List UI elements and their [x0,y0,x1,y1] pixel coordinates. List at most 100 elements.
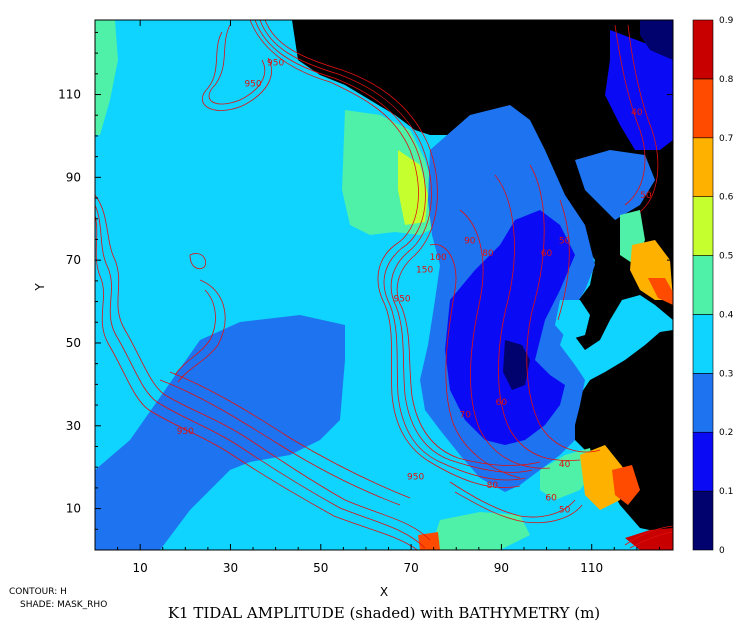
x-tick-label: 110 [580,561,603,575]
colorbar-swatch [692,431,714,492]
x-tick-label: 30 [223,561,238,575]
contour-label: 950 [393,295,410,305]
colorbar-swatch [692,373,714,433]
contour-label: 60 [545,493,557,503]
contour-line [249,20,521,488]
contour-line [189,253,207,270]
bathymetry-contours [95,20,673,550]
contour-line [624,525,673,546]
contour-line [169,371,411,499]
contour-line [174,289,216,376]
band-0-6-to-0-7-south [580,445,625,510]
x-axis: 10 30 50 70 90 110 [117,20,660,575]
shade-note: SHADE: MASK_RHO [20,600,107,610]
land-mass-southeast [572,330,673,535]
contour-line [494,174,581,461]
contour-line [429,243,521,479]
colorbar-swatch [692,78,714,139]
contour-line [454,491,583,524]
contour-line [264,20,541,466]
y-tick-label: 10 [66,502,81,516]
contour-label: 950 [244,79,261,89]
colorbar-tick-label: 0.3 [719,369,733,379]
band-0-3-to-0-4-east [555,300,590,340]
chart-title: K1 TIDAL AMPLITUDE (shaded) with BATHYME… [168,604,600,622]
contour-label: 60 [496,398,508,408]
contour-line [627,24,659,213]
contour-label: 90 [464,237,476,247]
contour-label: 50 [640,191,652,201]
contour-label: 60 [541,249,553,259]
x-tick-label: 70 [403,561,418,575]
x-axis-label: X [380,585,388,599]
contour-label: 950 [407,473,424,483]
contour-line [201,31,272,111]
contour-label: 950 [177,427,194,437]
band-0-1-to-0-2-shelf [445,210,575,445]
x-tick-label: 10 [133,561,148,575]
contour-line [159,379,401,506]
contour-label: 150 [416,266,433,276]
contour-line [95,214,418,550]
colorbar-tick-label: 0.2 [719,428,733,438]
contour-label: 100 [430,253,447,263]
contour-label: 70 [460,411,472,421]
colorbar-swatch [692,255,714,315]
contour-line [177,279,226,383]
contour-label: 80 [482,249,494,259]
contour-note: CONTOUR: H [9,587,67,597]
colorbar: 0 0.1 0.2 0.3 0.4 0.5 0.6 0.7 0.8 0.9 [692,16,734,556]
y-axis: 10 30 50 70 90 110 [58,31,673,530]
contour-label: 40 [559,460,571,470]
band-0-2-to-0-3-east [575,150,655,220]
colorbar-swatch [692,490,714,551]
y-tick-label: 50 [66,336,81,350]
contour-line [95,204,426,549]
colorbar-tick-label: 0.9 [719,16,734,26]
contour-line [259,20,533,473]
plot-frame [94,19,674,551]
colorbar-tick-label: 0.1 [719,487,733,497]
band-0-7-to-0-8-south [612,465,640,505]
y-tick-label: 90 [66,170,81,184]
x-tick-label: 90 [494,561,509,575]
contour-label: 950 [267,59,284,69]
band-0-0-to-0-1-northeast [640,20,673,60]
contour-line [254,20,526,481]
colorbar-tick-label: 0.5 [719,252,733,262]
band-0-7-to-0-8-east [648,278,673,305]
contour-line [614,24,646,206]
band-0-2-to-0-3-southwest [95,315,345,550]
contour-label: 50 [559,237,571,247]
colorbar-swatch [692,314,714,374]
band-0-0-to-0-1-pocket [503,340,530,390]
y-tick-label: 70 [66,253,81,267]
contour-line [208,24,266,105]
contour-label: 80 [487,481,499,491]
contour-line [526,164,601,453]
contour-label: 40 [631,108,643,118]
contour-line [459,209,551,469]
contour-line [629,531,673,549]
land-mass-north [292,20,673,350]
contour-line [449,481,576,518]
colorbar-swatch [692,196,714,256]
band-0-3-to-0-4-west [95,20,118,135]
colorbar-swatch [692,137,714,197]
x-tick-label: 50 [313,561,328,575]
colorbar-tick-label: 0.6 [719,193,734,203]
contour-line [95,194,431,541]
band-0-7-to-0-8-southwest [418,532,440,550]
colorbar-tick-label: 0.4 [719,310,734,320]
contour-label: 50 [559,506,571,516]
colorbar-tick-label: 0 [719,546,725,556]
colorbar-tick-label: 0.7 [719,134,733,144]
colorbar-tick-label: 0.8 [719,75,734,85]
y-axis-label: Y [33,283,47,292]
band-0-4-to-0-5-southedge [430,512,530,550]
y-tick-label: 110 [58,88,81,102]
contour-line [557,199,570,321]
heatmap-plot-area [95,20,673,550]
